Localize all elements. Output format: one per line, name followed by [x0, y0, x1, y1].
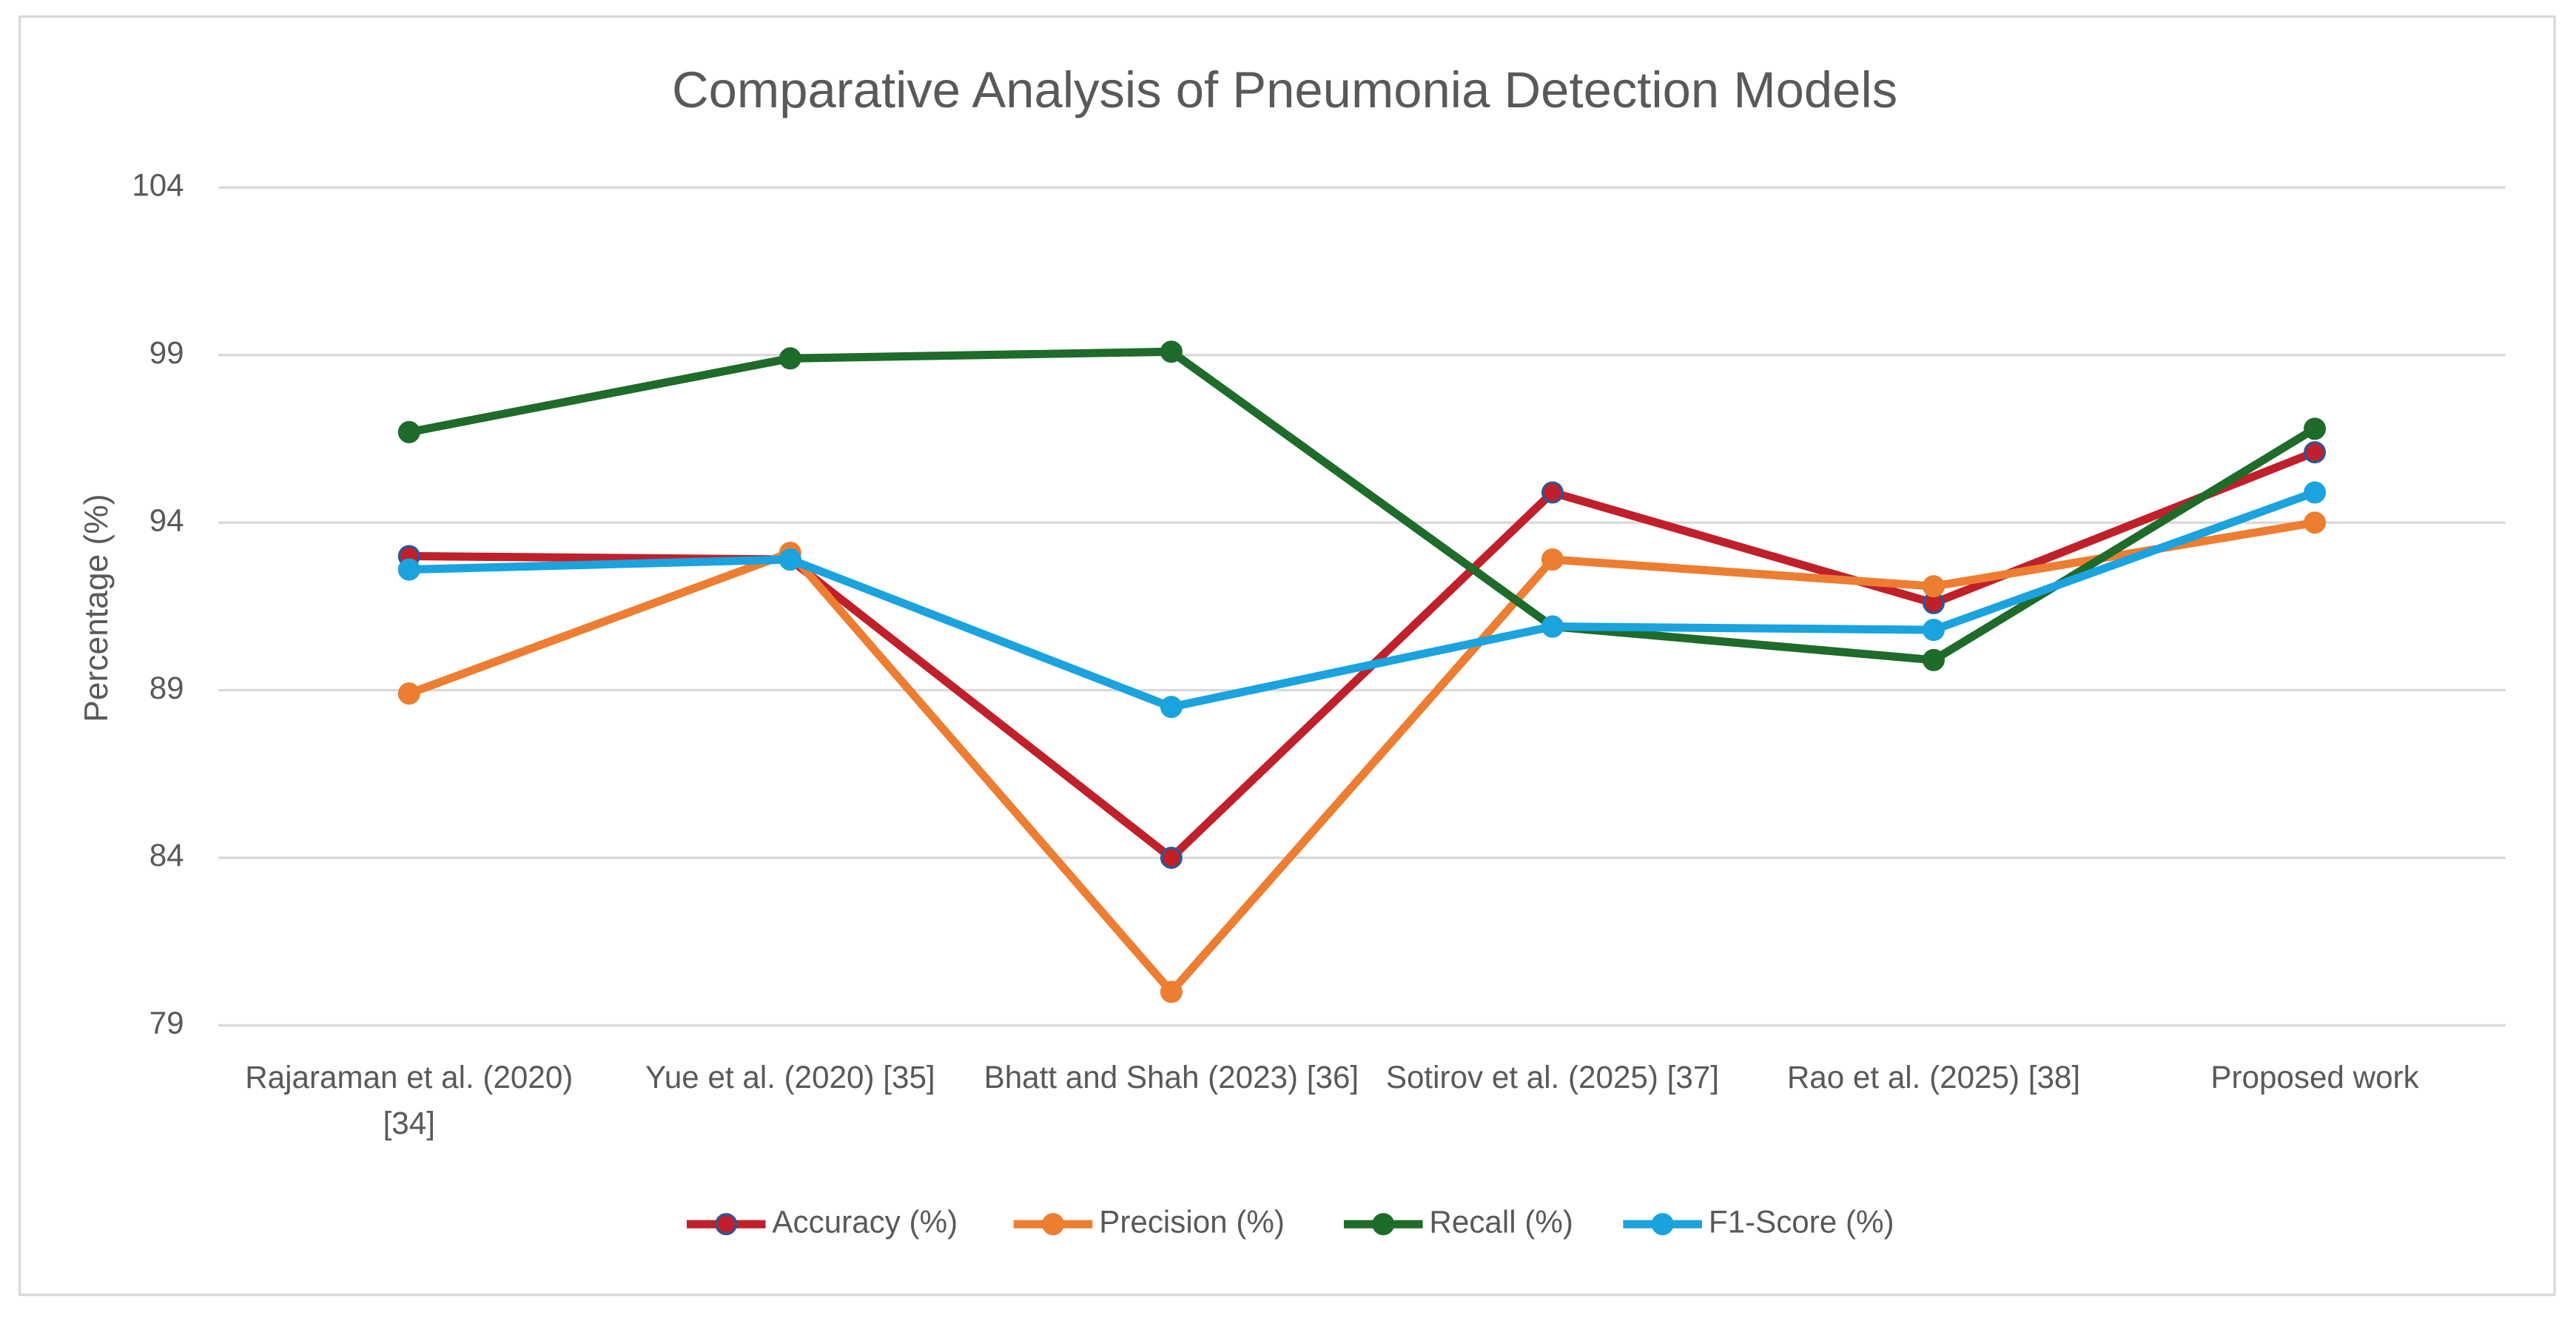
- series-line: [408, 347, 2317, 665]
- y-axis-label: Percentage (%): [78, 494, 115, 722]
- x-tick-label-box: Proposed work: [2210, 1061, 2419, 1096]
- x-tick-label-box: Rao et al. (2025) [38]: [1786, 1061, 2081, 1096]
- legend-marker: [715, 1213, 738, 1236]
- x-tick-label: Bhatt and Shah (2023) [36]: [983, 1061, 1359, 1096]
- x-tick-label-box: Bhatt and Shah (2023) [36]: [983, 1061, 1359, 1096]
- x-tick-label: Rajaraman et al. (2020) [34]: [245, 1061, 574, 1142]
- series-line: [407, 518, 2316, 996]
- y-tick-label: 99: [149, 335, 184, 370]
- legend-label: F1-Score (%): [1709, 1204, 1894, 1239]
- y-tick-label: 104: [132, 167, 184, 202]
- data-point: [1160, 340, 1183, 363]
- series-line: [408, 488, 2316, 711]
- y-tick-label: 89: [149, 670, 184, 705]
- data-point: [2304, 511, 2327, 534]
- data-point: [1160, 847, 1183, 870]
- x-tick-label: Rao et al. (2025) [38]: [1786, 1061, 2081, 1096]
- data-point: [1922, 575, 1945, 598]
- x-tick-label-box: Sotirov et al. (2025) [37]: [1385, 1061, 1720, 1096]
- data-point: [1160, 696, 1183, 719]
- legend-marker: [1042, 1213, 1065, 1236]
- legend-label: Accuracy (%): [772, 1204, 958, 1239]
- x-tick-label: Yue et al. (2020) [35]: [645, 1061, 935, 1096]
- y-tick-label: 79: [149, 1006, 184, 1041]
- x-tick-label-box: Yue et al. (2020) [35]: [645, 1061, 935, 1096]
- data-point: [778, 548, 801, 571]
- data-point: [2304, 441, 2327, 464]
- y-tick-label: 84: [149, 838, 184, 873]
- data-point: [1922, 648, 1945, 671]
- data-point: [1541, 481, 1564, 504]
- data-point: [1541, 548, 1564, 571]
- data-point: [2304, 481, 2327, 504]
- data-point: [1160, 981, 1183, 1004]
- x-tick-label: Sotirov et al. (2025) [37]: [1385, 1061, 1720, 1096]
- x-tick-label: Proposed work: [2210, 1061, 2419, 1096]
- data-point: [1922, 619, 1945, 642]
- x-tick-label-box: Rajaraman et al. (2020) [34]: [245, 1061, 574, 1142]
- legend-marker: [1372, 1213, 1395, 1236]
- data-point: [2304, 417, 2327, 440]
- data-point: [1541, 615, 1564, 638]
- data-point: [397, 682, 420, 705]
- data-point: [778, 347, 801, 370]
- legend-marker: [1651, 1213, 1674, 1236]
- chart-title: Comparative Analysis of Pneumonia Detect…: [672, 61, 1897, 118]
- legend-label: Precision (%): [1099, 1204, 1285, 1239]
- y-tick-label: 94: [149, 503, 184, 537]
- chart-border: [18, 15, 2556, 1297]
- data-point: [397, 558, 420, 581]
- data-point: [397, 420, 420, 443]
- legend-label: Recall (%): [1429, 1204, 1573, 1239]
